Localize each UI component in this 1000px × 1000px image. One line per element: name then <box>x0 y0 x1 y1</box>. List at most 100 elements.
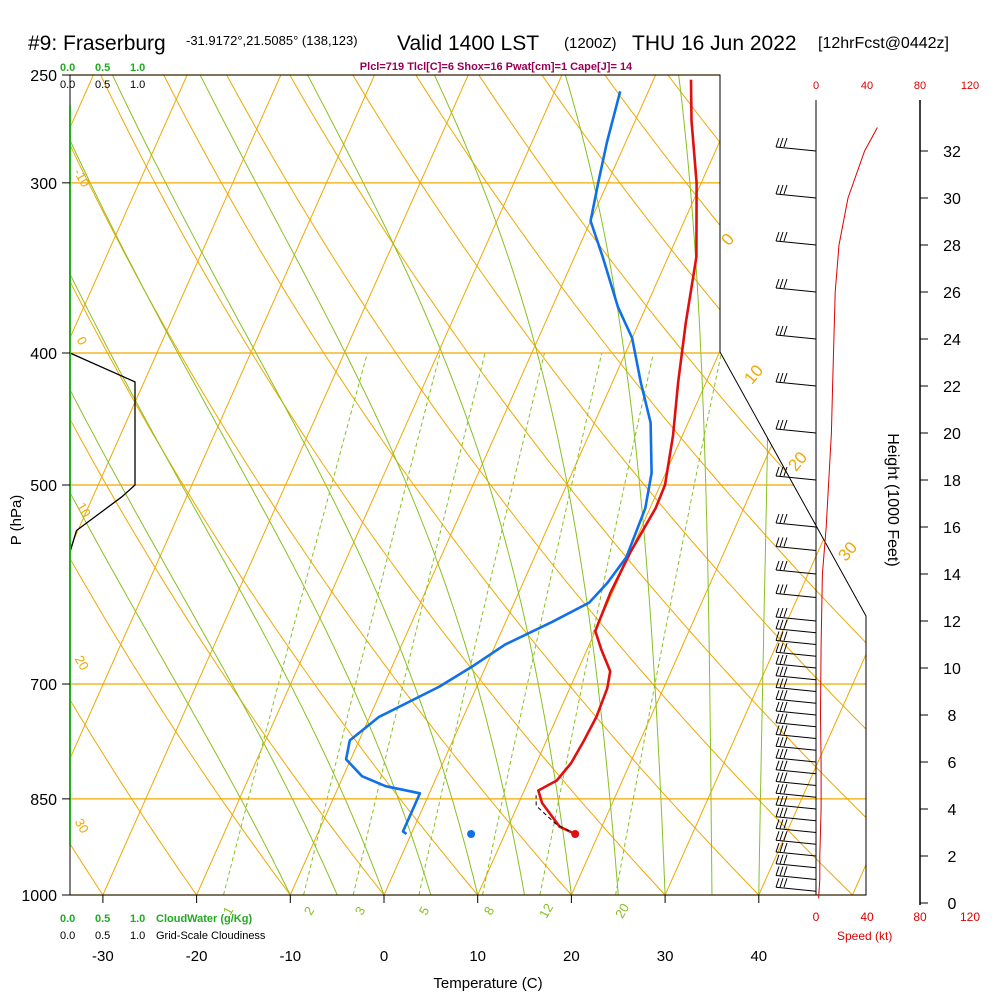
wind-barb <box>775 863 817 869</box>
wind-barb <box>775 828 817 833</box>
dry-adiabat-label: 20 <box>784 448 811 475</box>
mixing-ratio-line <box>352 352 486 895</box>
wind-barb <box>775 640 817 645</box>
wind-barb-flag <box>783 654 788 665</box>
p-tick-label: 500 <box>30 478 57 495</box>
forecast-run: [12hrFcst@0442z] <box>818 35 949 52</box>
wind-barb-flag <box>783 854 788 864</box>
mixing-ratio-label: 12 <box>536 901 556 921</box>
dewpoint-line <box>344 90 653 836</box>
wind-barb-flag <box>783 560 788 571</box>
wind-barb-flag <box>775 690 780 700</box>
wind-barb-flag <box>775 137 780 148</box>
height-tick-label: 6 <box>948 755 957 772</box>
wind-barb-flag <box>775 878 780 888</box>
station-coords: -31.9172°,21.5085° (138,123) <box>186 33 358 48</box>
dry-adiabat-line <box>856 75 866 895</box>
wind-barb-flag <box>775 725 780 735</box>
mixing-ratio-label: 8 <box>481 904 498 918</box>
moist-adiabat-line <box>70 75 385 895</box>
wind-barb-flag <box>775 713 780 723</box>
wind-barb <box>775 687 817 692</box>
wind-barb-flag <box>779 807 784 817</box>
cloud-bottom-green-1: 0.5 <box>95 913 110 925</box>
x-tick-label: 0 <box>380 948 388 965</box>
mixing-ratio-line <box>539 352 654 895</box>
x-tick-label: 30 <box>657 948 674 965</box>
wind-barb-flag <box>783 278 788 289</box>
wind-barb-flag <box>779 725 784 735</box>
speed-tick-top: 40 <box>861 80 873 92</box>
cloud-bottom-green-2: 1.0 <box>130 913 145 925</box>
isotherm-line <box>70 75 188 895</box>
dry-adiabat-line <box>226 75 853 895</box>
cloud-top-green-1: 0.5 <box>95 62 110 74</box>
wind-barb-flag <box>779 760 784 770</box>
mixing-ratio-label: 3 <box>352 904 369 918</box>
wind-barb-flag <box>779 737 784 747</box>
wind-barb-flag <box>779 619 784 629</box>
dry-adiabat-line <box>478 75 866 895</box>
height-tick-label: 32 <box>943 144 961 161</box>
dry-adiabat-line <box>70 75 385 895</box>
moist-adiabat-line <box>678 75 713 895</box>
wind-barb-flag <box>779 748 784 759</box>
dry-adiabat-line <box>70 75 198 895</box>
station-title: #9: Fraserburg <box>28 32 166 55</box>
wind-barb-flag <box>783 819 788 829</box>
height-tick-label: 10 <box>943 661 961 678</box>
cloud-scale-bottom: 0.0 0.5 1.0 CloudWater (g/Kg) 0.0 0.5 1.… <box>60 913 266 942</box>
moist-adiabat-line <box>70 75 338 895</box>
wind-barb-flag <box>779 325 784 336</box>
wind-barb-flag <box>775 760 780 770</box>
wind-barb-flag <box>783 607 788 618</box>
wind-barb-flag <box>775 795 780 806</box>
wind-barb <box>775 875 817 880</box>
dry-adiabat-label: 0 <box>717 230 738 249</box>
wind-barb-flag <box>779 184 784 195</box>
height-tick-label: 4 <box>948 802 957 819</box>
wind-height-panel: 0246810121416182022242628303200404080801… <box>775 80 980 924</box>
surface-temperature-dot <box>571 829 580 838</box>
profile-series <box>70 79 698 838</box>
wind-barb-flag <box>775 854 780 864</box>
wind-barb-flag <box>783 666 788 676</box>
x-tick-label: 20 <box>563 948 580 965</box>
p-tick-label: 700 <box>30 677 57 694</box>
mixing-ratio-line <box>482 352 603 895</box>
wind-barb-flag <box>775 537 780 547</box>
height-tick-label: 22 <box>943 379 961 396</box>
speed-tick-bottom: 80 <box>913 910 927 924</box>
wind-barb-flag <box>783 713 788 723</box>
wind-barb-flag <box>775 772 780 782</box>
wind-barb-flag <box>783 619 788 629</box>
wind-barb-flag <box>775 654 780 665</box>
dry-adiabat-label: 0 <box>74 334 91 348</box>
mixing-ratio-line <box>223 352 368 895</box>
height-tick-label: 30 <box>943 191 961 208</box>
wind-barb-flag <box>779 278 784 289</box>
wind-barb <box>775 628 817 634</box>
cloud-bottom-green-0: 0.0 <box>60 913 75 925</box>
wind-barb-flag <box>783 878 788 888</box>
wind-barb <box>775 428 817 434</box>
wind-barb <box>775 722 817 728</box>
cloud-top-green-2: 1.0 <box>130 62 145 74</box>
wind-barb-flag <box>779 137 784 148</box>
wind-barb <box>775 698 817 704</box>
cloud-bottom-black-1: 0.5 <box>95 930 110 942</box>
p-tick-label: 1000 <box>21 888 57 905</box>
moist-adiabat-line <box>70 75 432 895</box>
wind-speed-profile <box>818 127 878 899</box>
wind-barb-flag <box>779 701 784 712</box>
mixing-ratio-line <box>615 352 722 895</box>
wind-barb-flag <box>779 231 784 242</box>
wind-barb-flag <box>779 772 784 782</box>
wind-barb-flag <box>779 560 784 571</box>
height-tick-label: 12 <box>943 614 961 631</box>
wind-barb-flag <box>783 372 788 383</box>
wind-barb <box>775 792 817 798</box>
wind-barb-flag <box>775 701 780 712</box>
wind-barb <box>775 745 817 751</box>
wind-barb-flag <box>783 678 788 688</box>
